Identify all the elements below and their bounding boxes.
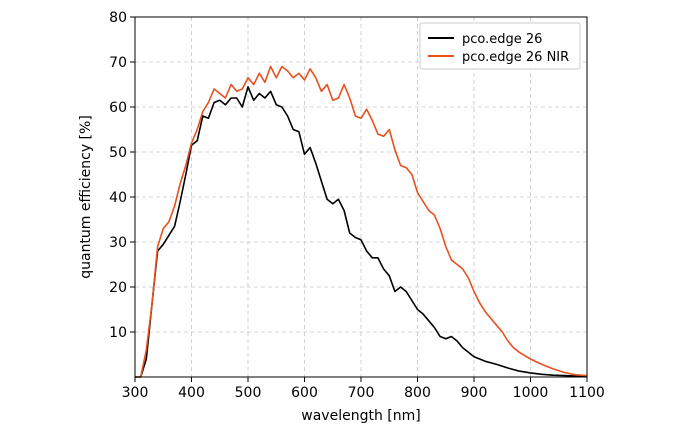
series-line-pco-edge-26 — [135, 86, 588, 378]
legend-label-pco-edge-26: pco.edge 26 — [462, 32, 542, 47]
x-tick-label: 600 — [291, 385, 318, 401]
grid — [135, 17, 587, 377]
x-tick-label: 1000 — [513, 385, 549, 401]
legend-label-pco-edge-26-nir: pco.edge 26 NIR — [462, 50, 569, 65]
x-tick-label: 400 — [178, 385, 205, 401]
x-tick-label: 1100 — [569, 385, 605, 401]
y-axis-label: quantum efficiency [%] — [78, 115, 94, 279]
x-tick-label: 700 — [348, 385, 375, 401]
x-tick-label: 800 — [404, 385, 431, 401]
series-line-pco-edge-26-nir — [135, 65, 588, 378]
x-tick-label: 300 — [122, 385, 149, 401]
series-lines — [135, 65, 588, 378]
y-tick-label: 50 — [109, 145, 127, 161]
x-tick-label: 900 — [461, 385, 488, 401]
x-tick-label: 500 — [235, 385, 262, 401]
axis-ticks: 300 400 500 600 700 800 900 1000 1100 10 20 30 40 50 6… — [109, 10, 605, 401]
y-tick-label: 60 — [109, 100, 127, 116]
y-tick-label: 70 — [109, 55, 127, 71]
legend-box — [419, 22, 581, 70]
y-tick-label: 80 — [109, 10, 127, 26]
legend: pco.edge 26 pco.edge 26 NIR — [419, 22, 581, 70]
x-axis-label: wavelength [nm] — [301, 408, 420, 424]
y-tick-label: 10 — [109, 325, 127, 341]
y-tick-label: 30 — [109, 235, 127, 251]
y-tick-label: 40 — [109, 190, 127, 206]
y-tick-label: 20 — [109, 280, 127, 296]
